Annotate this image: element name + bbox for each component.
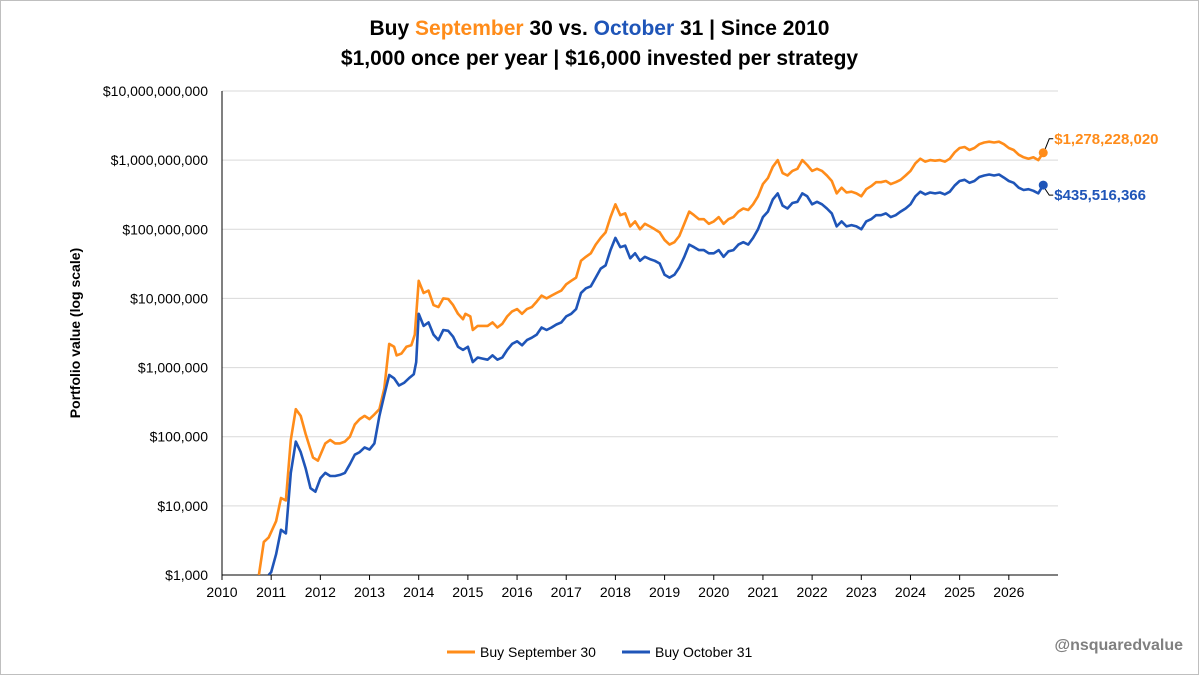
x-tick-label: 2014 <box>403 584 434 600</box>
x-tick-label: 2011 <box>256 584 286 600</box>
x-tick-label: 2018 <box>600 584 631 600</box>
end-marker <box>1038 180 1048 190</box>
x-tick-label: 2017 <box>551 584 582 600</box>
watermark: @nsquaredvalue <box>1054 637 1183 654</box>
legend-label: Buy September 30 <box>480 644 596 660</box>
y-tick-label: $1,000,000,000 <box>111 152 209 168</box>
y-tick-label: $1,000,000 <box>138 360 208 376</box>
x-tick-label: 2016 <box>501 584 532 600</box>
title-part-since: 31 | Since 2010 <box>674 17 830 40</box>
y-tick-label: $100,000,000 <box>122 221 208 237</box>
end-label: $435,516,366 <box>1054 187 1146 204</box>
title-line-1: Buy September 30 vs. October 31 | Since … <box>0 14 1199 44</box>
end-label: $1,278,228,020 <box>1054 131 1158 148</box>
y-tick-label: $10,000 <box>157 498 208 514</box>
x-tick-label: 2024 <box>895 584 926 600</box>
x-tick-label: 2022 <box>797 584 828 600</box>
x-tick-label: 2020 <box>698 584 729 600</box>
x-tick-label: 2023 <box>846 584 877 600</box>
x-tick-label: 2015 <box>452 584 483 600</box>
chart-title: Buy September 30 vs. October 31 | Since … <box>0 14 1199 74</box>
title-part-september: September <box>415 17 524 40</box>
x-tick-label: 2026 <box>993 584 1024 600</box>
x-tick-label: 2010 <box>206 584 237 600</box>
x-tick-label: 2025 <box>944 584 975 600</box>
series-line-september <box>257 140 1045 575</box>
legend-label: Buy October 31 <box>655 644 752 660</box>
x-tick-label: 2012 <box>305 584 336 600</box>
end-label-leader <box>1044 138 1054 149</box>
title-part-vs: 30 vs. <box>523 17 594 40</box>
x-tick-label: 2013 <box>354 584 385 600</box>
y-tick-label: $100,000 <box>150 429 209 445</box>
x-tick-label: 2019 <box>649 584 680 600</box>
x-tick-label: 2021 <box>747 584 778 600</box>
end-label-leader <box>1044 188 1054 196</box>
series-line-october <box>267 173 1045 575</box>
title-part-october: October <box>593 17 675 40</box>
title-line-2: $1,000 once per year | $16,000 invested … <box>340 47 859 70</box>
y-tick-label: $1,000 <box>165 567 208 583</box>
y-tick-label: $10,000,000,000 <box>103 83 208 99</box>
y-tick-label: $10,000,000 <box>130 290 208 306</box>
y-axis-title: Portfolio value (log scale) <box>67 248 83 418</box>
end-marker <box>1038 148 1048 158</box>
title-part-buy: Buy <box>369 17 416 40</box>
